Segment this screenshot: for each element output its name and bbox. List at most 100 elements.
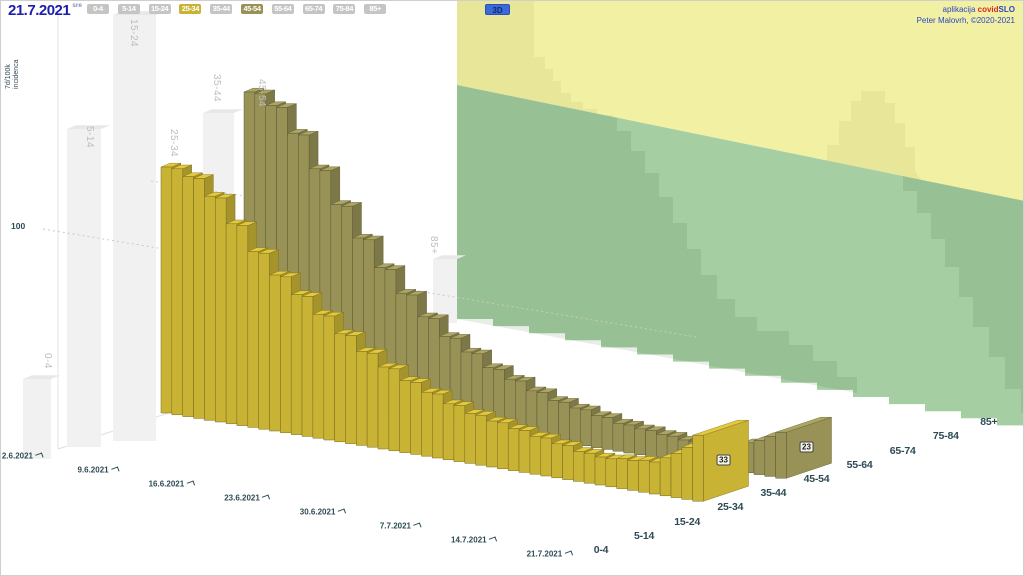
age-button-55-64[interactable]: 55-64	[271, 4, 294, 14]
date-tick-label-16.6.2021: 16.6.2021	[149, 480, 195, 489]
date-text: 2.6.2021	[1, 451, 33, 461]
wall-green-silhouette-right	[903, 176, 1023, 413]
bar-front	[182, 176, 194, 417]
back-wall-label-85+: 85+	[428, 236, 439, 255]
age-axis-label-55-64: 55-64	[846, 458, 873, 471]
bar-front	[366, 352, 379, 448]
bar-front	[377, 366, 390, 450]
bar-front	[204, 195, 216, 421]
bar-front	[540, 437, 552, 477]
bar-front	[573, 451, 585, 482]
bar-front	[518, 430, 531, 473]
date-text: 14.7.2021	[451, 535, 487, 545]
ghost-column-top	[23, 375, 60, 379]
bar-front	[638, 459, 650, 493]
bar-front	[247, 251, 259, 428]
date-text: 16.6.2021	[148, 479, 185, 489]
age-button-65-74[interactable]: 65-74	[302, 4, 325, 14]
age-axis-label-35-44: 35-44	[760, 487, 787, 500]
bar-front	[583, 452, 596, 484]
bar-front	[453, 405, 466, 462]
age-button-45-54[interactable]: 45-54	[241, 4, 263, 14]
y-axis-title-line2: incidenca	[13, 59, 21, 89]
date-text: 23.6.2021	[224, 493, 260, 503]
bar-front	[623, 424, 635, 454]
wall-yellow-silhouette-left	[457, 1, 621, 119]
bar-front	[399, 380, 411, 453]
ghost-column	[67, 129, 101, 447]
age-axis-label-0-4: 0-4	[593, 544, 609, 556]
bar-front	[605, 458, 617, 488]
bar-front	[634, 428, 646, 456]
date-tick-mark	[262, 494, 271, 502]
bar-front	[627, 460, 639, 491]
age-button-15-24[interactable]: 15-24	[148, 4, 171, 14]
date-tick-label-2.6.2021: 2.6.2021	[1, 451, 44, 461]
age-axis-label-5-14: 5-14	[633, 529, 655, 542]
credits: aplikacija covidSLO Peter Malovrh, ©2020…	[917, 5, 1015, 27]
bar-front	[775, 431, 787, 479]
bar-front	[225, 223, 238, 425]
bar-front	[656, 434, 668, 459]
back-wall-label-0-4: 0-4	[42, 353, 53, 369]
bar-front	[562, 445, 574, 480]
bar-front	[269, 274, 281, 432]
weekday-abbrev: sre	[72, 2, 82, 9]
date-tick-mark	[337, 508, 347, 516]
date-tick-label-7.7.2021: 7.7.2021	[379, 521, 422, 531]
date-text: 30.6.2021	[299, 507, 336, 517]
bar-front	[193, 178, 205, 419]
bar-front	[659, 457, 672, 497]
bar-front	[569, 407, 581, 445]
bar-front	[475, 414, 487, 466]
age-button-35-44[interactable]: 35-44	[210, 4, 233, 14]
bar-front	[160, 166, 173, 414]
bar-front	[334, 333, 346, 443]
bar-front	[486, 420, 498, 468]
bar-value-badge: 23	[799, 441, 814, 453]
age-button-5-14[interactable]: 5-14	[117, 4, 140, 14]
date-tick-label-23.6.2021: 23.6.2021	[224, 493, 271, 503]
mode-3d-button[interactable]: 3D	[485, 4, 510, 15]
date-tick-label-9.6.2021: 9.6.2021	[77, 466, 120, 475]
date-tick-label-21.7.2021: 21.7.2021	[527, 550, 573, 559]
age-button-0-4[interactable]: 0-4	[87, 4, 109, 14]
credits-brand-covid: covid	[977, 5, 999, 14]
age-button-25-34[interactable]: 25-34	[179, 4, 202, 14]
bar-front	[692, 434, 704, 502]
date-tick-label-30.6.2021: 30.6.2021	[299, 507, 347, 517]
age-button-85+[interactable]: 85+	[364, 4, 387, 14]
date-tick-mark	[413, 522, 422, 530]
bar-front	[590, 415, 603, 448]
age-button-75-84[interactable]: 75-84	[333, 4, 356, 14]
bar-front	[551, 443, 563, 479]
ghost-column-top	[433, 255, 466, 259]
date-tick-label-14.7.2021: 14.7.2021	[451, 535, 498, 545]
bar-front	[612, 422, 625, 452]
y-axis-title: 7d/100k incidenca	[5, 59, 21, 89]
bar-front	[764, 436, 776, 477]
bar-front	[432, 393, 444, 459]
back-wall-label-35-44: 35-44	[211, 74, 222, 103]
bar-front	[301, 296, 314, 437]
back-wall-label-45-54: 45-54	[256, 79, 267, 108]
bar-front	[236, 225, 249, 426]
age-axis-label-65-74: 65-74	[889, 444, 916, 457]
ghost-column	[23, 379, 51, 459]
bar-front	[753, 440, 766, 475]
bar-front	[410, 382, 422, 455]
bar-front	[290, 294, 303, 435]
bar-front	[356, 351, 368, 446]
bar-front	[421, 391, 433, 457]
date-text: 7.7.2021	[379, 521, 411, 531]
bar-front	[323, 315, 335, 441]
date-tick-mark	[110, 466, 120, 474]
bar-front	[616, 458, 628, 489]
bar-front	[280, 276, 292, 434]
bar-front	[670, 453, 683, 498]
age-axis-label-75-84: 75-84	[932, 430, 959, 443]
bar-front	[464, 413, 476, 464]
age-axis-label-25-34: 25-34	[717, 501, 744, 514]
